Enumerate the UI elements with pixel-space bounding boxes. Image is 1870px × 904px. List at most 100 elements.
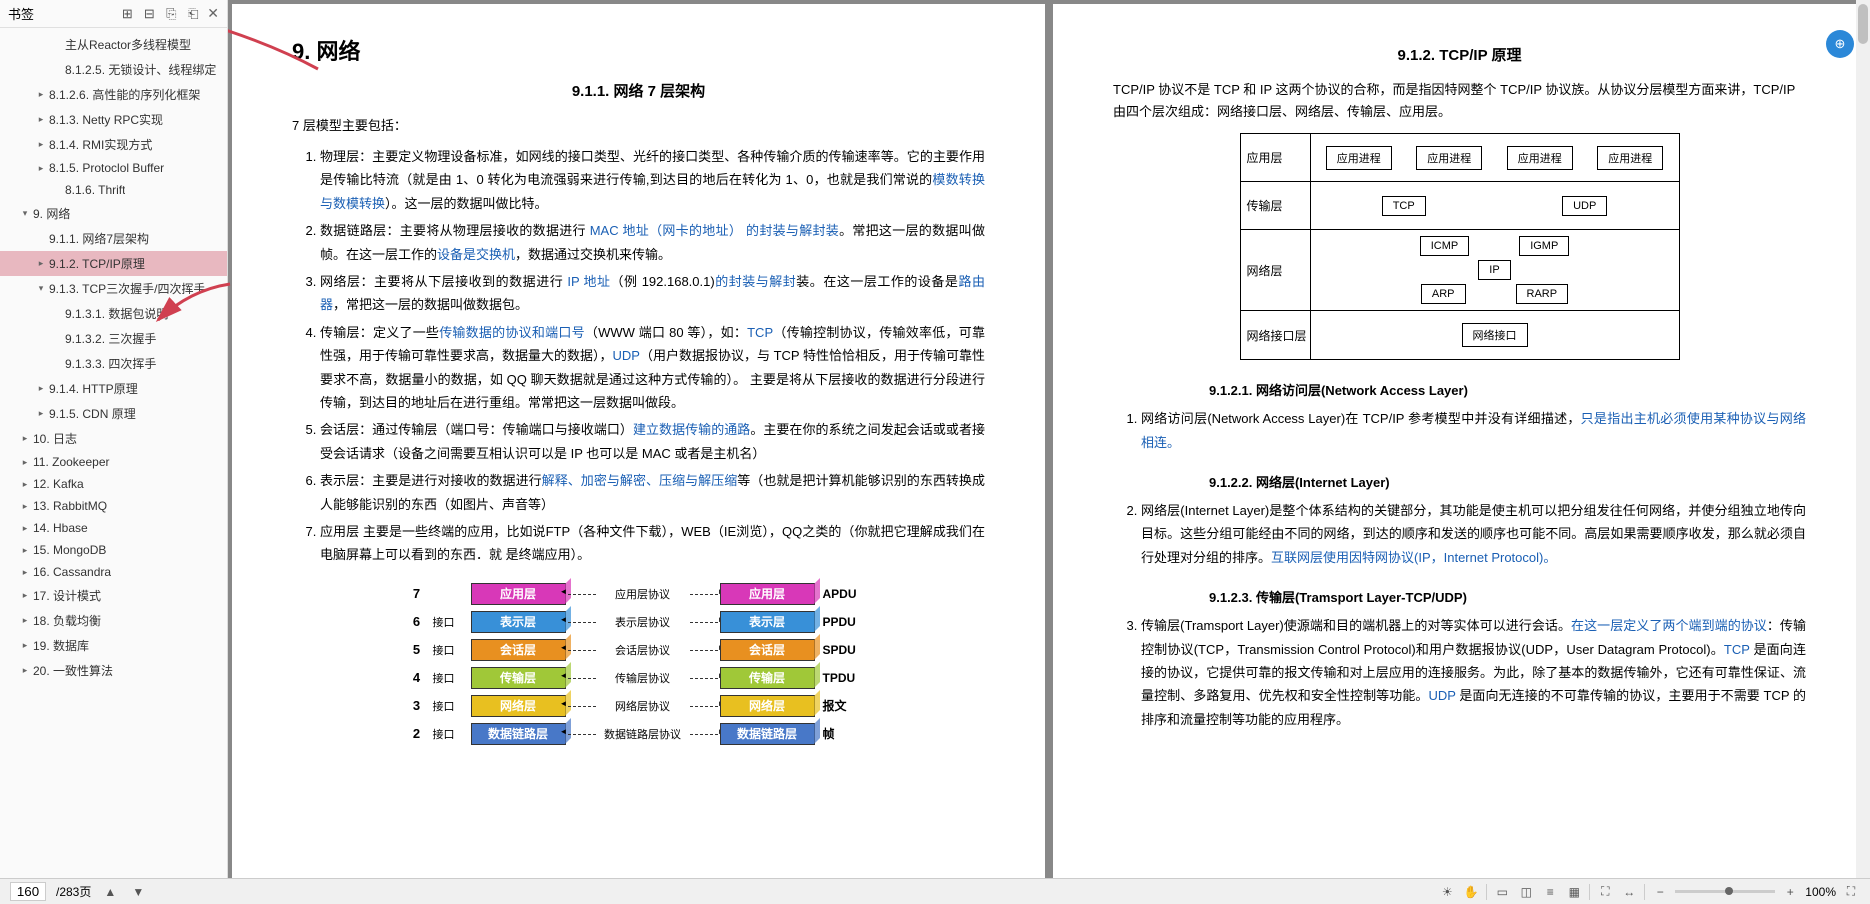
caret-icon[interactable]: ▸ (36, 140, 46, 150)
toc-item[interactable]: ▸18. 负载均衡 (0, 608, 227, 633)
caret-icon[interactable]: ▾ (20, 209, 30, 219)
toc-item[interactable]: ▸14. Hbase (0, 517, 227, 539)
toc-item[interactable]: ▸15. MongoDB (0, 539, 227, 561)
zoom-slider[interactable] (1675, 890, 1775, 893)
toc-item[interactable]: 主从Reactor多线程模型 (0, 32, 227, 57)
toc-item[interactable]: ▸8.1.5. Protoclol Buffer (0, 157, 227, 179)
caret-icon[interactable]: ▸ (36, 115, 46, 125)
toc-item[interactable]: 9.1.3.1. 数据包说明 (0, 301, 227, 326)
toc-item[interactable]: ▸16. Cassandra (0, 561, 227, 583)
caret-icon[interactable] (52, 40, 62, 50)
toc-label: 8.1.4. RMI实现方式 (49, 136, 152, 153)
toc-item[interactable]: ▸8.1.2.6. 高性能的序列化框架 (0, 82, 227, 107)
float-action-button[interactable]: ⊕ (1826, 30, 1854, 58)
two-page-icon[interactable]: ◫ (1517, 883, 1535, 901)
toc-label: 9. 网络 (33, 205, 70, 222)
osi-layer-box: 传输层 (471, 667, 566, 689)
toc-item[interactable]: 9.1.1. 网络7层架构 (0, 226, 227, 251)
toc-item[interactable]: ▸9.1.2. TCP/IP原理 (0, 251, 227, 276)
caret-icon[interactable]: ▾ (36, 284, 46, 294)
toc-item[interactable]: ▸12. Kafka (0, 473, 227, 495)
fit-page-icon[interactable]: ⛶ (1596, 883, 1614, 901)
list-item: 网络访问层(Network Access Layer)在 TCP/IP 参考模型… (1141, 407, 1806, 454)
caret-icon[interactable]: ▸ (20, 434, 30, 444)
osi-pdu-label: TPDU (823, 671, 869, 685)
caret-icon[interactable]: ▸ (20, 523, 30, 533)
zoom-out-icon[interactable]: − (1651, 883, 1669, 901)
caret-icon[interactable]: ▸ (20, 545, 30, 555)
list-item: 应用层 主要是一些终端的应用，比如说FTP（各种文件下载），WEB（IE浏览），… (320, 520, 985, 567)
toc-label: 20. 一致性算法 (33, 662, 113, 679)
caret-icon[interactable]: ▸ (20, 616, 30, 626)
close-sidebar-icon[interactable]: ✕ (207, 5, 219, 22)
caret-icon[interactable]: ▸ (36, 163, 46, 173)
tcpip-protocol-box: IP (1478, 260, 1510, 280)
toc-item[interactable]: ▸19. 数据库 (0, 633, 227, 658)
toc-item[interactable]: ▸8.1.4. RMI实现方式 (0, 132, 227, 157)
toc-item[interactable]: ▸17. 设计模式 (0, 583, 227, 608)
toc-item[interactable]: ▸13. RabbitMQ (0, 495, 227, 517)
tcpip-protocol-box: RARP (1516, 284, 1569, 304)
next-page-icon[interactable]: ▼ (129, 883, 147, 901)
toc-item[interactable]: 9.1.3.2. 三次握手 (0, 326, 227, 351)
caret-icon[interactable]: ▸ (36, 384, 46, 394)
toc-label: 13. RabbitMQ (33, 499, 107, 513)
hand-tool-icon[interactable]: ✋ (1462, 883, 1480, 901)
page-number-input[interactable] (10, 882, 46, 901)
toc-label: 9.1.3.2. 三次握手 (65, 330, 156, 347)
caret-icon[interactable] (52, 359, 62, 369)
collapse-all-icon[interactable]: ⊟ (141, 6, 157, 22)
toc-item[interactable]: ▾9. 网络 (0, 201, 227, 226)
caret-icon[interactable] (52, 185, 62, 195)
zoom-in-icon[interactable]: + (1781, 883, 1799, 901)
caret-icon[interactable]: ▸ (20, 567, 30, 577)
caret-icon[interactable] (52, 65, 62, 75)
vertical-scrollbar[interactable] (1856, 0, 1870, 878)
osi-layer-num: 6 (409, 614, 425, 629)
link-text: TCP (1724, 642, 1754, 657)
single-page-icon[interactable]: ▭ (1493, 883, 1511, 901)
caret-icon[interactable]: ▸ (20, 641, 30, 651)
continuous-icon[interactable]: ≡ (1541, 883, 1559, 901)
scroll-thumb[interactable] (1858, 4, 1868, 44)
caret-icon[interactable]: ▸ (20, 479, 30, 489)
caret-icon[interactable]: ▸ (36, 409, 46, 419)
caret-icon[interactable]: ▸ (20, 666, 30, 676)
sidebar-title: 书签 (8, 4, 113, 23)
fullscreen-icon[interactable]: ⛶ (1842, 883, 1860, 901)
caret-icon[interactable] (52, 309, 62, 319)
osi-proto-label: 传输层协议 (574, 670, 712, 686)
tcpip-row: 网络接口层网络接口 (1241, 311, 1679, 359)
toc-item[interactable]: 8.1.6. Thrift (0, 179, 227, 201)
caret-icon[interactable]: ▸ (20, 501, 30, 511)
brightness-icon[interactable]: ☀ (1438, 883, 1456, 901)
toc-label: 8.1.6. Thrift (65, 183, 125, 197)
toc-item[interactable]: ▸11. Zookeeper (0, 451, 227, 473)
caret-icon[interactable]: ▸ (20, 591, 30, 601)
caret-icon[interactable]: ▸ (36, 90, 46, 100)
toc-item[interactable]: 8.1.2.5. 无锁设计、线程绑定 (0, 57, 227, 82)
fit-width-icon[interactable]: ↔ (1620, 883, 1638, 901)
toc-label: 9.1.1. 网络7层架构 (49, 230, 149, 247)
toc-item[interactable]: ▸9.1.4. HTTP原理 (0, 376, 227, 401)
bookmark-prev-icon[interactable]: ⎘ (163, 6, 179, 22)
toc-item[interactable]: ▸10. 日志 (0, 426, 227, 451)
osi-layer-box: 网络层 (720, 695, 815, 717)
toc-label: 9.1.3.3. 四次挥手 (65, 355, 156, 372)
osi-iface-label: 接口 (433, 670, 463, 686)
toc-item[interactable]: ▸8.1.3. Netty RPC实现 (0, 107, 227, 132)
toc-item[interactable]: ▾9.1.3. TCP三次握手/四次挥手 (0, 276, 227, 301)
caret-icon[interactable] (52, 334, 62, 344)
caret-icon[interactable]: ▸ (36, 259, 46, 269)
toc-item[interactable]: ▸20. 一致性算法 (0, 658, 227, 683)
expand-all-icon[interactable]: ⊞ (119, 6, 135, 22)
toc-item[interactable]: 9.1.3.3. 四次挥手 (0, 351, 227, 376)
caret-icon[interactable] (36, 234, 46, 244)
osi-iface-label: 接口 (433, 698, 463, 714)
caret-icon[interactable]: ▸ (20, 457, 30, 467)
bookmark-next-icon[interactable]: ⎗ (185, 6, 201, 22)
toc-item[interactable]: ▸9.1.5. CDN 原理 (0, 401, 227, 426)
toc-label: 17. 设计模式 (33, 587, 101, 604)
book-view-icon[interactable]: ▦ (1565, 883, 1583, 901)
prev-page-icon[interactable]: ▲ (101, 883, 119, 901)
